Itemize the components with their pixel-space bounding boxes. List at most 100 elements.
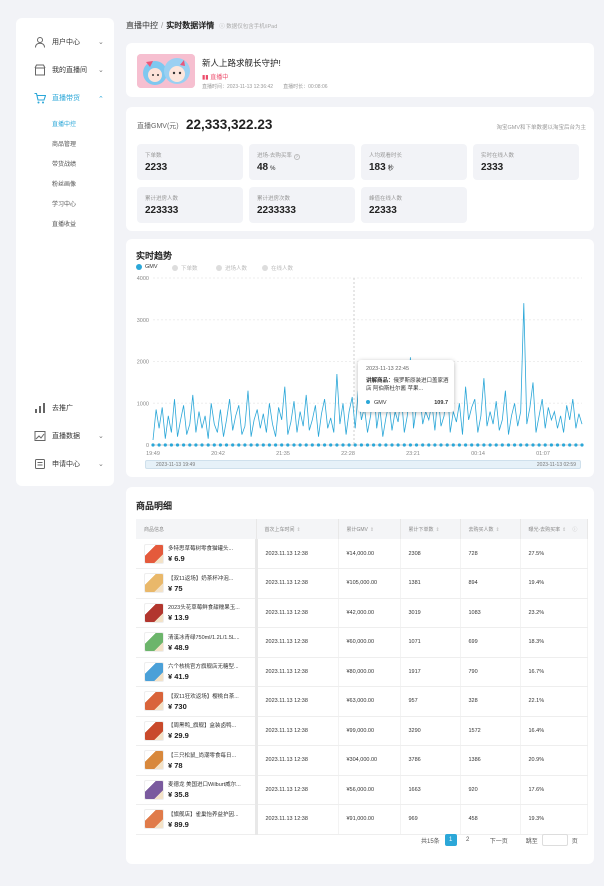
legend-orders[interactable]: 下单数 (172, 264, 198, 272)
table-row[interactable]: 麦德龙 美国进口Wilburt威尔... ¥ 35.8 2023.11.13 12:… (136, 775, 588, 805)
product-name[interactable]: 2023头花草莓鲜食甜糯果玉... (168, 605, 240, 612)
trend-chart[interactable]: 0 1000 2000 3000 4000 19:49 20:42 21:35 22:28 23:… (126, 239, 594, 477)
table-row[interactable]: 多特思草莓树零食猫罐头... ¥ 6.9 2023.11.13 12:38 ¥14,0… (136, 539, 588, 569)
first-time-cell: 2023.11.13 12:38 (256, 745, 339, 776)
product-name[interactable]: 六个核桃官方旗舰店无糖型... (168, 664, 239, 671)
stat-number: 48 (257, 162, 269, 173)
sidebar-sub-sales-record[interactable]: 带货战绩 (52, 162, 77, 168)
col-header-first-time[interactable]: 首次上车时间 ⇕ (256, 519, 339, 539)
gmv-cell: ¥99,000.00 (338, 716, 401, 746)
product-name[interactable]: 麦德龙 美国进口Wilburt威尔... (168, 782, 241, 789)
sidebar-item-application-center[interactable]: 申请中心 ⌄ (16, 455, 114, 473)
slider-start-label: 2023-11-13 19:49 (156, 462, 196, 468)
sort-icon[interactable]: ⇕ (495, 526, 500, 533)
sidebar-sub-live-console[interactable]: 直播中控 (52, 122, 77, 128)
legend-online[interactable]: 在线人数 (262, 264, 293, 272)
sidebar-item-promote[interactable]: 去推广 (16, 399, 114, 417)
table-row[interactable]: 【旗舰店】雀巢怡养益护因... ¥ 89.9 2023.11.13 12:38 ¥91… (136, 804, 588, 835)
rate-cell: 17.6% (520, 775, 588, 805)
chart-tooltip: 2023-11-13 22:45 讲解商品：俄罗斯原装进口盖家酒店 阿伯斯杜尔酱… (358, 360, 454, 412)
data-point-marker (212, 443, 216, 447)
data-point-marker (408, 443, 412, 447)
jump-page-input[interactable] (541, 834, 568, 846)
y-tick-label: 1000 (137, 401, 149, 407)
tooltip-series: GMV (366, 400, 387, 406)
product-thumbnail (144, 543, 164, 564)
gmv-note: 淘宝GMV和下单数据以淘宝后台为主 (496, 125, 586, 131)
data-point-marker (445, 443, 449, 447)
stat-label: 峰值在线人数 (369, 196, 403, 202)
legend-label: GMV (145, 264, 158, 270)
data-point-marker (335, 443, 339, 447)
breadcrumb-parent[interactable]: 直播中控 (126, 21, 158, 30)
data-point-marker (261, 443, 265, 447)
product-name[interactable]: 【旗舰店】雀巢怡养益护因... (168, 811, 239, 818)
sidebar-item-live-selling[interactable]: 直播带货 ⌃ (16, 89, 114, 107)
sidebar-item-label: 用户中心 (52, 39, 80, 46)
product-table: 商品信息 首次上车时间 ⇕ 累计GMV ⇕ 累计下单数 ⇕ 去购买人数 ⇕ 曝光-去购买… (136, 519, 588, 835)
product-name[interactable]: 【周黑鸭_旗舰】盒装卤鸭... (168, 723, 237, 730)
table-row[interactable]: 【周黑鸭_旗舰】盒装卤鸭... ¥ 29.9 2023.11.13 12:38 ¥99… (136, 716, 588, 746)
live-title: 新人上路求舰长守护! (202, 58, 281, 68)
data-point-marker (310, 443, 314, 447)
sort-icon[interactable]: ⇕ (435, 526, 440, 533)
data-point-marker (519, 443, 523, 447)
sidebar-sub-product-management[interactable]: 商品管理 (52, 142, 77, 148)
sidebar-item-my-live-room[interactable]: 我的直播间 ⌄ (16, 61, 114, 79)
help-icon[interactable]: ? (293, 154, 300, 160)
data-point-marker (482, 443, 486, 447)
sidebar-item-live-data[interactable]: 直播数据 ⌄ (16, 427, 114, 445)
col-header-product: 商品信息 (136, 519, 257, 539)
x-tick-label: 01:07 (536, 451, 550, 457)
product-name[interactable]: 多特思草莓树零食猫罐头... (168, 546, 234, 552)
sort-icon[interactable]: ⇕ (562, 526, 567, 533)
jump-unit: 页 (571, 838, 578, 845)
data-point-marker (464, 443, 468, 447)
col-header-rate[interactable]: 曝光-去购买率 ⇕ ⓘ (520, 519, 588, 539)
sidebar-sub-learning-center[interactable]: 学习中心 (52, 202, 77, 208)
table-row[interactable]: 【双11返场】奶茶杯冲泡... ¥ 75 2023.11.13 12:38 ¥105,… (136, 568, 588, 599)
product-name[interactable]: 【三只松鼠_尚潮零食每日... (168, 752, 237, 759)
data-point-marker (200, 443, 204, 447)
data-point-marker (396, 443, 400, 447)
sidebar-sub-live-income[interactable]: 直播收益 (52, 222, 77, 228)
sidebar-sub-fan-profile[interactable]: 粉丝画像 (52, 182, 77, 188)
table-row[interactable]: 六个核桃官方旗舰店无糖型... ¥ 41.9 2023.11.13 12:38 ¥80… (136, 657, 588, 687)
table-row[interactable]: 清溪冰青绿750ml/1.2L/1.5L... ¥ 48.9 2023.11.13 … (136, 627, 588, 658)
first-time-cell: 2023.11.13 12:38 (256, 804, 339, 835)
col-header-buyers[interactable]: 去购买人数 ⇕ (460, 519, 521, 539)
sort-icon[interactable]: ⇕ (296, 526, 301, 533)
table-row[interactable]: 2023头花草莓鲜食甜糯果玉... ¥ 13.9 2023.11.13 12:38 ¥… (136, 598, 588, 628)
zoom-slider[interactable] (145, 460, 581, 469)
sidebar-item-user-center[interactable]: 用户中心 ⌄ (16, 33, 114, 51)
table-row[interactable]: 【三只松鼠_尚潮零食每日... ¥ 78 2023.11.13 12:38 ¥304,… (136, 745, 588, 776)
product-section-title: 商品明细 (136, 501, 173, 511)
data-point-marker (255, 443, 259, 447)
stat-value: 2233333 (257, 205, 296, 216)
legend-gmv[interactable]: GMV (136, 264, 158, 270)
sidebar-item-label: 直播带货 (52, 95, 80, 102)
table-row[interactable]: 【双11狂欢返场】樱桃白茶... ¥ 730 2023.11.13 12:38 ¥63… (136, 686, 588, 717)
x-tick-label: 19:49 (146, 451, 160, 457)
col-header-orders[interactable]: 累计下单数 ⇕ (400, 519, 461, 539)
product-name[interactable]: 【双11狂欢返场】樱桃白茶... (168, 693, 239, 700)
next-page-button[interactable]: 下一页 (489, 838, 508, 845)
help-icon[interactable]: ⓘ (572, 526, 578, 533)
breadcrumb: 直播中控 / 实时数据详情 ⓘ 数据仅包含手机/iPad (126, 20, 277, 31)
stat-value: 22333 (369, 205, 397, 216)
stat-total-visitors: 累计进房人数 223333 (137, 187, 243, 223)
data-point-marker (231, 443, 235, 447)
legend-visitors[interactable]: 进场人数 (216, 264, 247, 272)
page-2-button[interactable]: 2 (466, 837, 470, 843)
stat-label: 人均观看时长 (369, 153, 403, 159)
col-header-gmv[interactable]: 累计GMV ⇕ (338, 519, 401, 539)
data-point-marker (329, 443, 333, 447)
product-name[interactable]: 【双11返场】奶茶杯冲泡... (168, 575, 234, 582)
data-point-marker (163, 443, 167, 447)
product-cell: 多特思草莓树零食猫罐头... ¥ 6.9 (136, 539, 258, 569)
product-name[interactable]: 清溪冰青绿750ml/1.2L/1.5L... (168, 634, 240, 641)
sort-icon[interactable]: ⇕ (369, 526, 375, 533)
page-1-button[interactable]: 1 (444, 834, 457, 846)
trend-card: 实时趋势 GMV 下单数 进场人数 在线人数 0 1000 2000 3000 4000… (126, 239, 594, 477)
data-point-marker (525, 443, 529, 447)
